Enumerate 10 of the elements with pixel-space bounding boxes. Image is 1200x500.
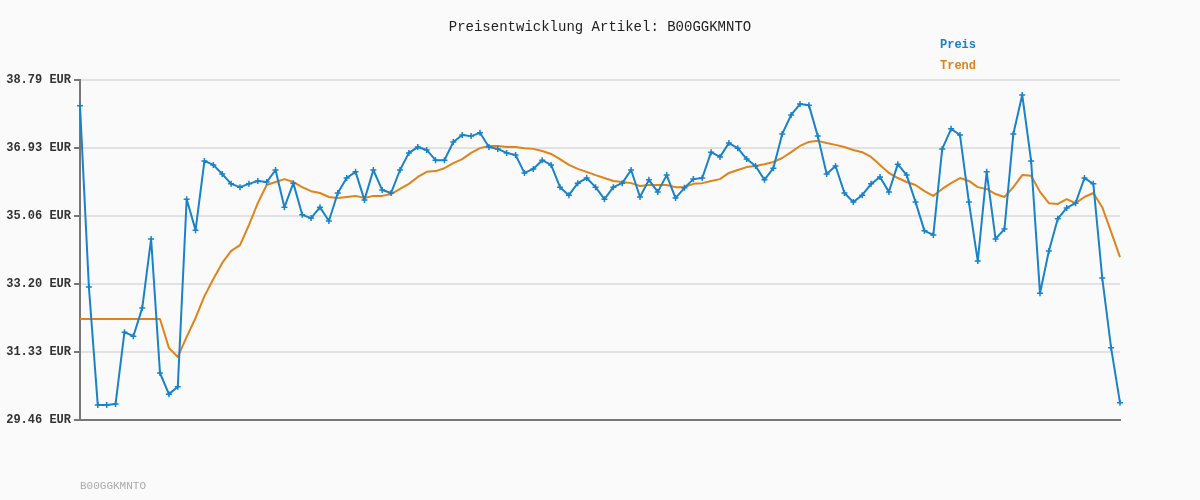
y-tick-label: 31.33 EUR: [6, 344, 72, 359]
y-tick-label: 33.20 EUR: [6, 276, 72, 291]
y-tick-label: 35.06 EUR: [6, 208, 72, 223]
text: Trend: [940, 59, 977, 75]
y-tick-label: 29.46 EUR: [6, 413, 72, 428]
text: Preis: [940, 38, 977, 54]
chart-title: Preisentwicklung Artikel: B00GGKMNTO: [447, 19, 753, 35]
y-tick-label: 38.79 EUR: [6, 73, 72, 88]
y-tick-label: 36.93 EUR: [6, 140, 72, 155]
text: B00GGKMNTO: [80, 480, 147, 492]
